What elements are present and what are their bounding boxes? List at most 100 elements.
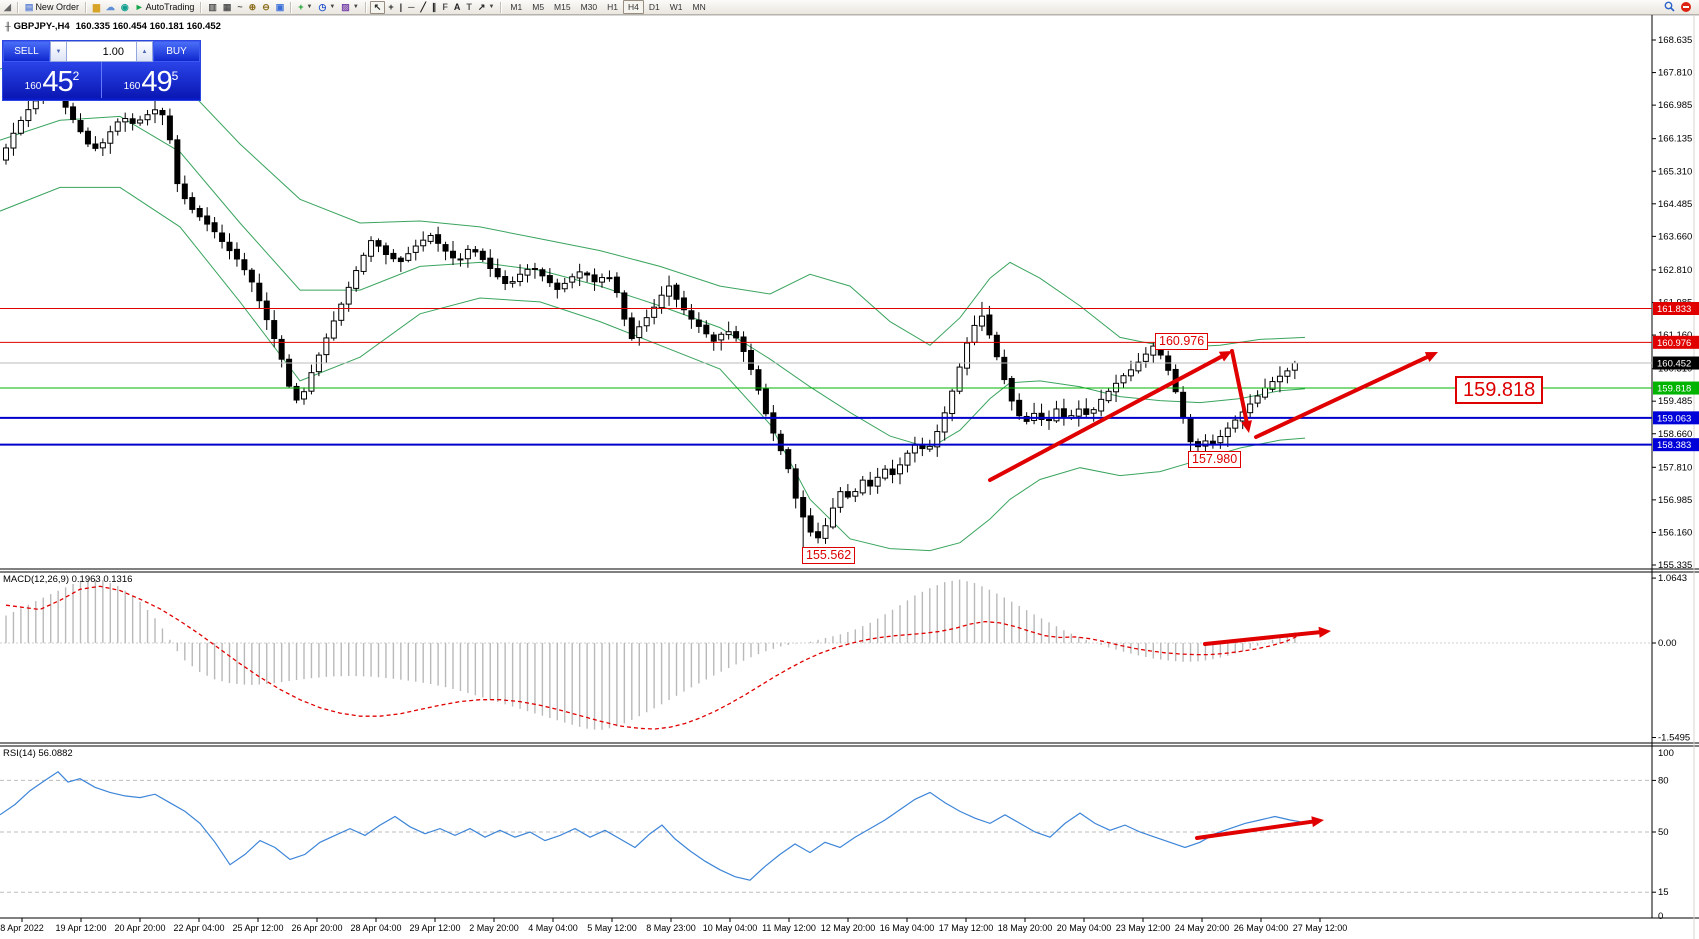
trend-arrow-head[interactable] [1218, 351, 1232, 362]
trend-arrow[interactable] [1195, 819, 1315, 840]
horizontal-line-icon: ─ [408, 2, 415, 12]
zoom-out-button[interactable]: ⊖ [259, 1, 273, 14]
trendline-button[interactable]: ╱ [418, 1, 429, 14]
sell-button[interactable]: SELL [3, 41, 50, 62]
trend-arrow[interactable] [988, 354, 1224, 482]
price-axis-label: 159.485 [1658, 396, 1692, 407]
price-annotation-157-980[interactable]: 157.980 [1188, 451, 1242, 468]
crosshair-button[interactable]: + [385, 1, 396, 14]
timeframe-button-h1[interactable]: H1 [607, 2, 619, 12]
trend-arrow-head[interactable] [1241, 420, 1252, 433]
cloud-button[interactable]: ☁ [103, 1, 118, 14]
line-chart-button[interactable]: ~ [234, 1, 245, 14]
trend-arrow[interactable] [1230, 349, 1249, 424]
chevron-down-icon[interactable]: ▼ [352, 4, 359, 10]
edge-cursor-button[interactable]: ◢ [1, 1, 14, 14]
candle-body [569, 276, 576, 283]
candle-body [502, 276, 509, 285]
volume-increase-button[interactable]: ▲ [136, 41, 153, 62]
bollinger-middle-band [0, 115, 1306, 449]
trend-arrow[interactable] [1203, 630, 1322, 646]
arrows-tool-button[interactable]: ↗ ▼ [475, 1, 498, 14]
timeframe-button-m30[interactable]: M30 [580, 2, 598, 12]
trend-arrow-head[interactable] [1311, 816, 1324, 828]
text-button[interactable]: A [451, 1, 464, 14]
time-axis-label: 26 May 04:00 [1234, 923, 1289, 933]
periods-button[interactable]: ◷ ▼ [315, 1, 338, 14]
horizontal-line-button[interactable]: ─ [405, 1, 417, 14]
line-chart-icon: ~ [237, 2, 243, 12]
indicators-button[interactable]: + ▼ [295, 1, 315, 14]
tile-windows-button[interactable]: ▣ [273, 1, 288, 14]
candle-body [427, 234, 434, 242]
trendline-icon: ╱ [420, 2, 426, 12]
arrows-tool-icon: ↗ [477, 2, 486, 12]
trend-arrow[interactable] [1254, 355, 1430, 439]
rsi-axis-label: 0 [1658, 911, 1663, 922]
time-axis-label: 17 May 12:00 [939, 923, 994, 933]
timeframe-button-m15[interactable]: M15 [554, 2, 571, 12]
templates-button[interactable]: ▨ ▼ [338, 1, 361, 14]
chevron-down-icon[interactable]: ▼ [306, 4, 313, 10]
new-order-button[interactable]: ▤ New Order [22, 1, 82, 14]
volume-decrease-button[interactable]: ▼ [50, 41, 67, 62]
candle-body [561, 282, 568, 290]
candle-body [993, 334, 1000, 358]
one-click-trading-panel: SELL ▼ ▲ BUY 160 45 2 160 49 5 [2, 40, 201, 101]
signals-button[interactable]: ◉ [118, 1, 132, 14]
time-axis-label: 22 Apr 04:00 [173, 923, 224, 933]
channel-button[interactable]: ∥ [429, 1, 440, 14]
timeframe-button-h4[interactable]: H4 [623, 0, 644, 14]
autotrading-button[interactable]: ► AutoTrading [132, 1, 198, 14]
bar-chart-button[interactable]: ▥ [205, 1, 220, 14]
trend-arrow-head[interactable] [1318, 626, 1331, 638]
chart-icon: ╫ [5, 22, 11, 31]
candle-body [181, 183, 188, 200]
notification-icon[interactable] [1681, 2, 1691, 12]
price-badge-label: 159.063 [1657, 413, 1691, 424]
price-annotation-159-818[interactable]: 159.818 [1455, 376, 1544, 404]
zoom-in-button[interactable]: ⊕ [246, 1, 260, 14]
buy-price[interactable]: 160 49 5 [102, 62, 200, 98]
candle-body [1142, 353, 1149, 362]
volume-input[interactable] [67, 41, 136, 62]
price-annotation-155-562[interactable]: 155.562 [802, 547, 856, 564]
price-axis-label: 156.985 [1658, 495, 1692, 506]
trend-arrow-head[interactable] [1424, 352, 1438, 363]
candle-body [539, 269, 546, 277]
candle-body [338, 303, 345, 321]
candle-chart-icon: ▦ [222, 2, 232, 12]
candle-body [293, 385, 300, 401]
market-watch-button[interactable]: ▆ [90, 1, 103, 14]
timeframe-button-d1[interactable]: D1 [648, 2, 660, 12]
candle-chart-button[interactable]: ▦ [220, 1, 235, 14]
timeframe-button-w1[interactable]: W1 [669, 2, 683, 12]
candle-body [599, 277, 605, 283]
candle-body [1276, 375, 1283, 383]
fibonacci-button[interactable]: F [439, 1, 451, 14]
buy-button[interactable]: BUY [153, 41, 200, 62]
chevron-down-icon[interactable]: ▼ [488, 4, 495, 10]
candle-body [137, 119, 144, 124]
sell-price[interactable]: 160 45 2 [3, 62, 102, 98]
edge-cursor-icon: ◢ [4, 2, 11, 12]
chevron-down-icon[interactable]: ▼ [329, 4, 336, 10]
candle-body [1105, 390, 1112, 402]
price-annotation-160-976[interactable]: 160.976 [1155, 333, 1209, 350]
candle-body [1232, 419, 1239, 429]
timeframe-button-mn[interactable]: MN [692, 2, 706, 12]
timeframe-button-m5[interactable]: M5 [532, 2, 545, 12]
text-label-button[interactable]: T [463, 1, 475, 14]
candle-body [554, 282, 561, 290]
candle-body [17, 119, 24, 134]
price-axis-label: 165.310 [1658, 166, 1692, 177]
vertical-line-button[interactable]: | [397, 1, 406, 14]
search-icon[interactable] [1664, 1, 1675, 14]
candle-body [770, 412, 777, 434]
price-badge-label: 161.833 [1657, 304, 1691, 315]
candle-body [613, 276, 620, 294]
candle-body [643, 317, 650, 327]
timeframe-button-m1[interactable]: M1 [510, 2, 523, 12]
cursor-button[interactable]: ↖ [369, 0, 386, 14]
